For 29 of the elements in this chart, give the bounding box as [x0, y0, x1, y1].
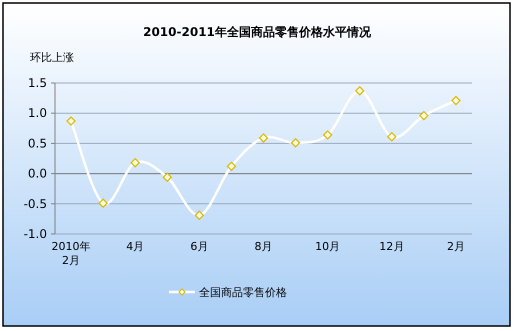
- point: [323, 130, 332, 140]
- y-tick-label: 1.5: [28, 76, 47, 90]
- point: [387, 132, 396, 142]
- x-tick-label: 6月: [190, 240, 208, 253]
- chart-title: 2010-2011年全国商品零售价格水平情况: [143, 25, 372, 39]
- y-axis-title: 环比上涨: [30, 51, 74, 64]
- y-tick-label: 0.0: [28, 166, 47, 181]
- point: [451, 96, 461, 106]
- x-tick-label: 2010年 2月: [52, 240, 91, 267]
- point: [194, 210, 204, 220]
- x-tick-label: 10月: [315, 240, 340, 253]
- x-tick-label: 2月: [446, 240, 465, 253]
- point: [290, 138, 300, 148]
- point: [98, 198, 108, 208]
- legend-label: 全国商品零售价格: [199, 286, 287, 299]
- y-tick-label: -1.0: [24, 227, 47, 241]
- point: [419, 111, 428, 120]
- point: [258, 133, 268, 143]
- y-tick-label: 1.0: [28, 106, 47, 120]
- point: [162, 172, 172, 182]
- point: [66, 116, 76, 126]
- y-tick-label: 0.5: [28, 136, 47, 150]
- point: [226, 162, 236, 171]
- y-tick-label: -0.5: [24, 196, 47, 211]
- point: [355, 86, 364, 96]
- x-tick-label: 12月: [379, 240, 404, 253]
- x-tick-label: 8月: [254, 240, 272, 253]
- point: [130, 158, 140, 168]
- x-tick-label: 4月: [126, 240, 144, 253]
